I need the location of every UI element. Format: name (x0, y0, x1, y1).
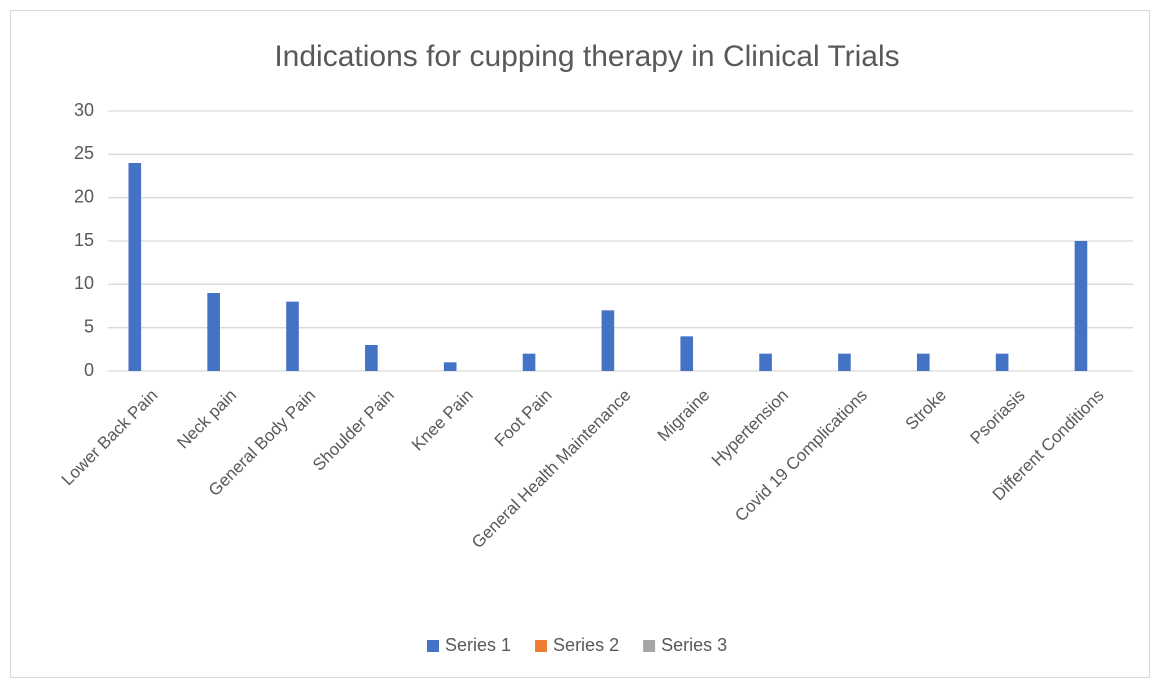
y-tick-label: 5 (84, 316, 94, 336)
legend-label: Series 1 (445, 635, 511, 655)
legend-swatch (427, 640, 439, 652)
bar (680, 336, 694, 371)
bar (522, 353, 536, 371)
y-tick-label: 20 (74, 186, 94, 206)
bar (1074, 241, 1088, 371)
bar (916, 353, 930, 371)
bar (128, 163, 142, 371)
legend-label: Series 3 (661, 635, 727, 655)
y-tick-label: 25 (74, 143, 94, 163)
bar (207, 293, 220, 371)
bar (365, 345, 378, 371)
chart-border (10, 10, 1150, 678)
legend-label: Series 2 (553, 635, 619, 655)
bar (995, 353, 1009, 371)
y-tick-label: 0 (84, 360, 94, 380)
legend-swatch (643, 640, 656, 652)
y-tick-label: 15 (74, 230, 94, 250)
y-tick-label: 10 (74, 273, 94, 293)
bar (601, 310, 615, 371)
chart-title: Indications for cupping therapy in Clini… (274, 40, 899, 73)
bar (759, 353, 772, 371)
legend-swatch (535, 640, 548, 652)
bar (443, 362, 457, 371)
bar (286, 301, 299, 371)
y-tick-label: 30 (74, 100, 94, 120)
bar (838, 353, 851, 371)
